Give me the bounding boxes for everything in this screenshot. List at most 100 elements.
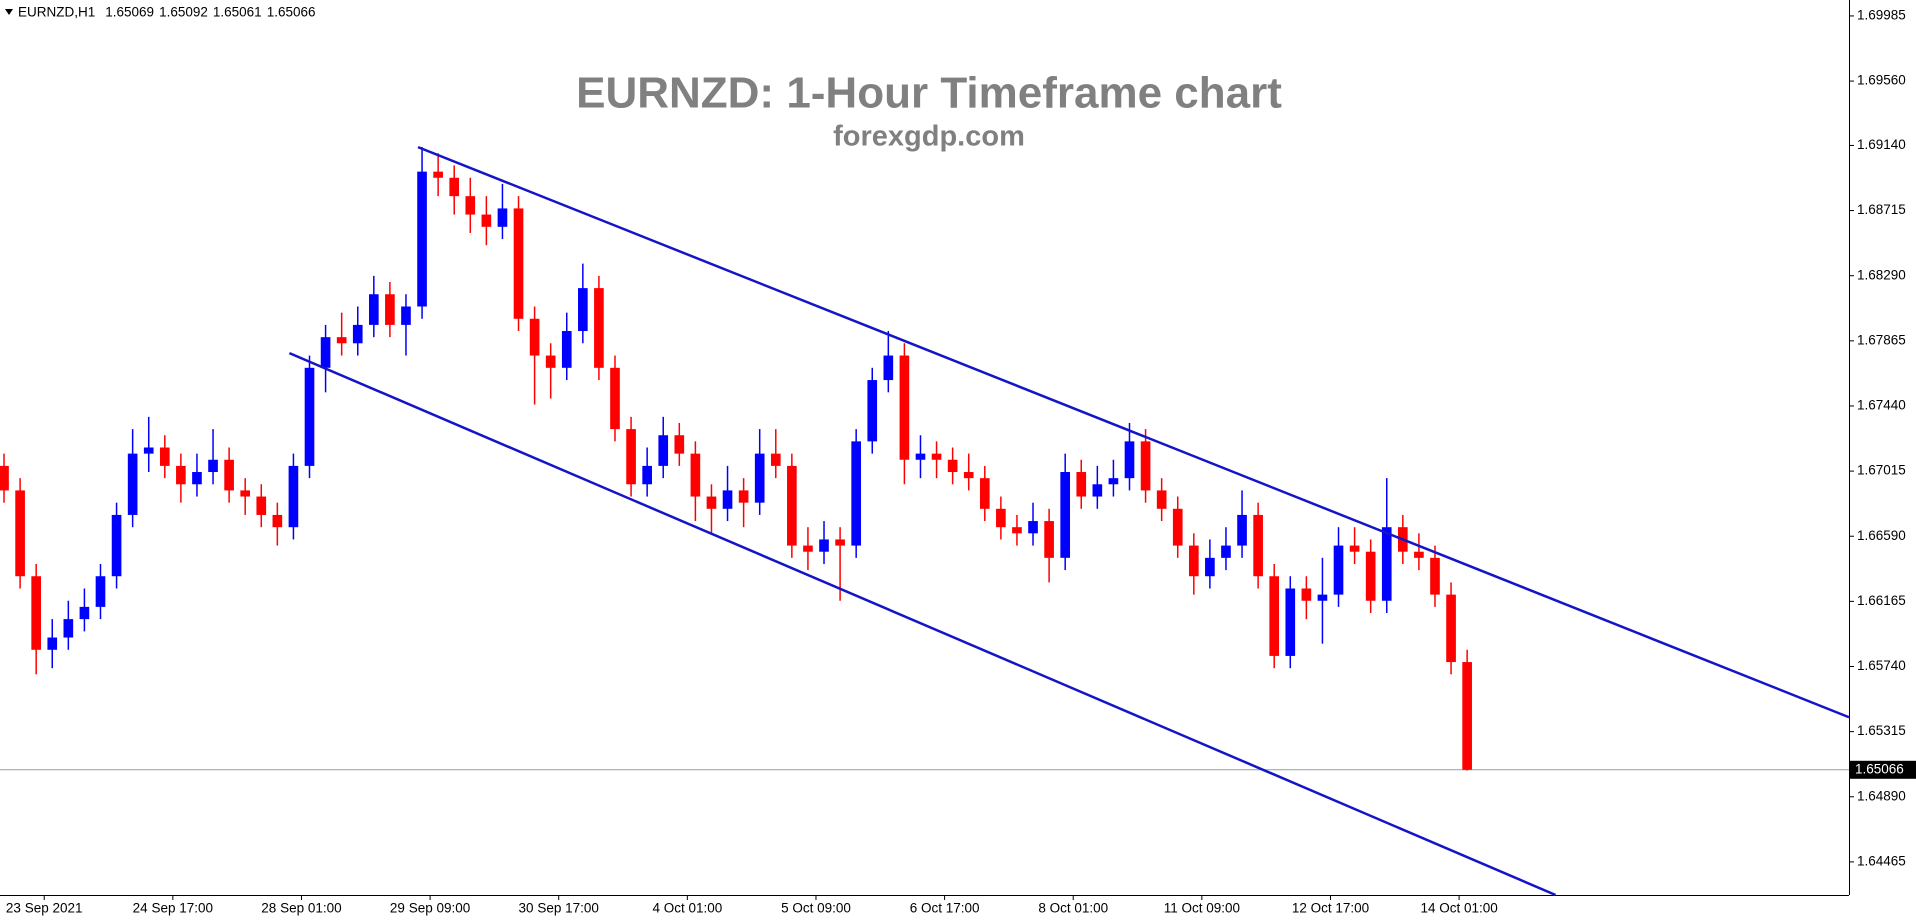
y-tick-label: 1.67865 bbox=[1857, 332, 1906, 347]
y-tick-label: 1.68715 bbox=[1857, 202, 1906, 217]
candle-body bbox=[561, 331, 572, 368]
candle-body bbox=[63, 619, 74, 638]
y-tick-label: 1.66165 bbox=[1857, 593, 1906, 608]
current-price-label: 1.65066 bbox=[1855, 761, 1904, 776]
y-tick-label: 1.67015 bbox=[1857, 463, 1906, 478]
candle-body bbox=[208, 459, 218, 473]
candle-body bbox=[1414, 551, 1424, 558]
candle-body bbox=[1253, 514, 1263, 577]
candle-body bbox=[1156, 490, 1167, 509]
candle-body bbox=[449, 177, 460, 197]
x-tick-label: 4 Oct 01:00 bbox=[652, 901, 722, 916]
candle-body bbox=[690, 453, 701, 497]
candle-body bbox=[626, 429, 636, 485]
candle-body bbox=[545, 355, 556, 368]
candle-body bbox=[15, 490, 25, 577]
chart-subtitle: forexgdp.com bbox=[833, 121, 1025, 153]
candle-body bbox=[674, 435, 685, 454]
candle-body bbox=[996, 508, 1006, 528]
candle-body bbox=[738, 490, 749, 503]
chart-title: EURNZD: 1-Hour Timeframe chart bbox=[576, 69, 1282, 118]
candle-body bbox=[835, 539, 845, 546]
candle-body bbox=[481, 214, 492, 227]
candle-body bbox=[1237, 514, 1247, 546]
candle-body bbox=[1333, 545, 1344, 595]
candle-body bbox=[1365, 551, 1376, 601]
candle-body bbox=[1381, 527, 1392, 601]
candle-body bbox=[497, 208, 508, 227]
candle-body bbox=[95, 576, 106, 607]
candle-body bbox=[1188, 545, 1199, 577]
candle-body bbox=[1221, 545, 1231, 558]
x-tick-label: 23 Sep 2021 bbox=[6, 901, 83, 916]
symbol: EURNZD,H1 bbox=[18, 5, 95, 20]
candle-body bbox=[1012, 527, 1022, 534]
y-tick-label: 1.68290 bbox=[1857, 267, 1906, 282]
candle-body bbox=[1076, 472, 1087, 497]
candle-body bbox=[658, 435, 669, 466]
candle-body bbox=[1092, 484, 1103, 497]
candle-body bbox=[1462, 662, 1472, 770]
candle-body bbox=[127, 453, 138, 515]
candle-body bbox=[610, 367, 620, 430]
candle-body bbox=[304, 367, 315, 466]
y-tick-label: 1.65740 bbox=[1857, 658, 1906, 673]
candle-body bbox=[1108, 478, 1119, 485]
candle-body bbox=[915, 453, 926, 460]
candle-body bbox=[288, 465, 299, 528]
candle-body bbox=[111, 514, 122, 577]
candle-body bbox=[433, 171, 443, 178]
candle-body bbox=[1028, 521, 1038, 534]
x-tick-label: 12 Oct 17:00 bbox=[1292, 901, 1369, 916]
candle-body bbox=[336, 337, 347, 344]
candle-body bbox=[1044, 521, 1054, 558]
y-tick-label: 1.69560 bbox=[1857, 73, 1906, 88]
x-tick-label: 6 Oct 17:00 bbox=[910, 901, 980, 916]
candle-body bbox=[79, 606, 90, 620]
candle-body bbox=[368, 294, 379, 325]
candle-body bbox=[578, 288, 588, 332]
candle-body bbox=[867, 380, 878, 442]
candle-body bbox=[819, 539, 829, 552]
candle-body bbox=[1124, 441, 1135, 479]
candle-body bbox=[931, 453, 942, 460]
candle-body bbox=[192, 472, 202, 485]
header-value: 1.65061 bbox=[213, 5, 262, 20]
candle-body bbox=[1317, 594, 1328, 601]
candle-body bbox=[883, 355, 894, 381]
menu-arrow bbox=[5, 9, 13, 15]
candle-body bbox=[224, 459, 234, 491]
candle-body bbox=[1205, 557, 1215, 577]
candle-body bbox=[899, 355, 910, 460]
candle-body bbox=[1140, 441, 1151, 491]
y-tick-label: 1.67440 bbox=[1857, 398, 1906, 413]
candle-body bbox=[979, 478, 990, 509]
candle-body bbox=[706, 496, 717, 509]
candle-body bbox=[352, 324, 363, 344]
x-tick-label: 8 Oct 01:00 bbox=[1038, 901, 1108, 916]
candle-body bbox=[240, 490, 251, 497]
trend-line bbox=[417, 145, 1850, 719]
x-tick-label: 5 Oct 09:00 bbox=[781, 901, 851, 916]
candle-body bbox=[47, 637, 58, 650]
candle-body bbox=[1446, 594, 1456, 663]
candle-body bbox=[272, 514, 283, 528]
candle-body bbox=[465, 196, 476, 215]
x-tick-label: 14 Oct 01:00 bbox=[1420, 901, 1497, 916]
x-tick-label: 11 Oct 09:00 bbox=[1164, 901, 1240, 916]
candle-body bbox=[947, 459, 958, 473]
candle-body bbox=[851, 441, 861, 546]
candle-body bbox=[770, 453, 781, 466]
candle-body bbox=[176, 465, 186, 485]
x-tick-label: 28 Sep 01:00 bbox=[261, 901, 341, 916]
y-tick-label: 1.66590 bbox=[1857, 528, 1906, 543]
candle-body bbox=[1430, 557, 1440, 595]
candle-body bbox=[159, 447, 170, 466]
candle-body bbox=[754, 453, 765, 503]
candle-body bbox=[1349, 545, 1360, 552]
candle-body bbox=[143, 447, 154, 454]
candle-body bbox=[529, 318, 540, 356]
candle-body bbox=[642, 465, 652, 485]
